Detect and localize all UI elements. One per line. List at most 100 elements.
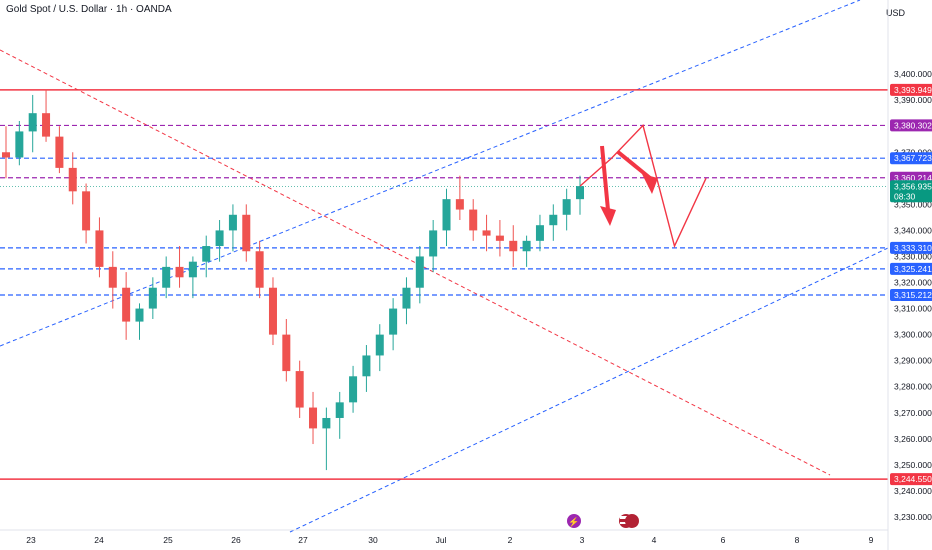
x-tick-label: 27 [298,535,308,545]
candle-body [295,371,304,408]
x-tick-label: 6 [721,535,726,545]
candle-body [108,266,117,288]
y-tick-label: 3,350.000 [894,199,932,209]
y-tick-label: 3,400.000 [894,69,932,79]
candle-body [28,113,37,132]
level-tag-label: 3,325.241 [894,264,932,274]
candle-body [562,199,571,215]
y-tick-label: 3,260.000 [894,434,932,444]
candle-body [455,199,464,210]
bearish-arrow-shaft [616,150,652,180]
y-tick-label: 3,230.000 [894,512,932,522]
level-tag-label: 3,393.949 [894,85,932,95]
level-tag-label: 3,315.212 [894,290,932,300]
trend-lines [0,0,889,533]
candle-body [68,167,77,192]
level-tag [890,241,932,254]
candle-body [228,214,237,231]
projection-path [579,124,707,249]
candle-body [122,287,131,322]
x-tick-label: 3 [580,535,585,545]
current-price-label: 3,356.935 [894,181,932,191]
candle-body [82,191,91,231]
candles [1,89,585,471]
candle-body [509,240,518,252]
candle-body [522,240,531,252]
level-tag [890,288,932,301]
y-tick-label: 3,310.000 [894,304,932,314]
level-tag [890,473,932,486]
candle-body [429,230,438,257]
y-tick-label: 3,250.000 [894,460,932,470]
candle-body [135,308,144,322]
upper-channel-line [0,0,861,347]
candle-body [95,230,104,267]
candle-body [268,287,277,335]
x-tick-label: 9 [869,535,874,545]
candle-body [55,136,64,168]
currency-label[interactable]: USD [885,8,905,18]
event-markers: ⚡ [567,514,639,528]
lower-channel-line [289,247,889,533]
level-tag-label: 3,367.723 [894,153,932,163]
projected-price-path [579,124,707,249]
candle-body [389,308,398,335]
candle-body [549,214,558,226]
candle-body [495,235,504,241]
time-axis: 23 24 25 26 27 30 Jul 2 3 4 6 8 9 [0,529,888,545]
y-tick-label: 3,330.000 [894,251,932,261]
level-tag-label: 3,360.214 [894,173,932,183]
candle-body [469,209,478,231]
x-tick-label: 24 [94,535,104,545]
y-tick-label: 3,290.000 [894,356,932,366]
level-tag-label: 3,244.550 [894,474,932,484]
x-tick-label: 2 [508,535,513,545]
y-tick-label: 3,270.000 [894,408,932,418]
candle-body [309,407,318,429]
countdown-label: 08:30 [894,191,916,201]
y-tick-label: 3,240.000 [894,486,932,496]
level-tag [890,83,932,96]
candle-body [535,225,544,241]
x-tick-label: 8 [795,535,800,545]
x-tick-label: 25 [163,535,173,545]
candle-body [575,186,585,200]
x-tick-label: 4 [652,535,657,545]
candle-body [162,266,171,288]
candle-body [148,287,157,309]
candle-body [15,131,24,158]
y-tick-label: 3,340.000 [894,225,932,235]
candle-body [375,334,384,356]
descending-trend-line [0,49,831,476]
price-axis: 3,400.0003,390.0003,370.0003,350.0003,34… [887,0,932,550]
candle-body [42,113,51,137]
x-tick-label: 30 [368,535,378,545]
price-tags: 3,393.949 3,380.302 3,367.723 3,360.214 3,33… [890,83,932,486]
candle-body [175,266,184,278]
x-tick-label: 23 [26,535,36,545]
candle-body [482,230,491,236]
candle-body [215,230,224,247]
candle-body [188,261,197,278]
level-tag-label: 3,380.302 [894,120,932,130]
level-tag-label: 3,333.310 [894,243,932,253]
current-price-tag [890,180,932,203]
bearish-arrow-head [600,206,616,226]
bearish-arrow-shaft [600,145,610,211]
level-tag [890,152,932,165]
lightning-glyph: ⚡ [568,516,579,528]
candle-body [202,246,211,262]
x-tick-label: Jul [436,535,447,545]
candle-body [402,287,411,309]
candle-body [362,355,371,377]
candle-body [282,334,291,372]
chart-title: Gold Spot / U.S. Dollar · 1h · OANDA [6,4,172,15]
candle-body [442,199,451,231]
candle-body [349,376,358,403]
lightning-event-icon [567,514,581,528]
candle-body [255,251,264,288]
level-tag [890,262,932,275]
level-tag [890,119,932,132]
candle-body [242,214,251,252]
